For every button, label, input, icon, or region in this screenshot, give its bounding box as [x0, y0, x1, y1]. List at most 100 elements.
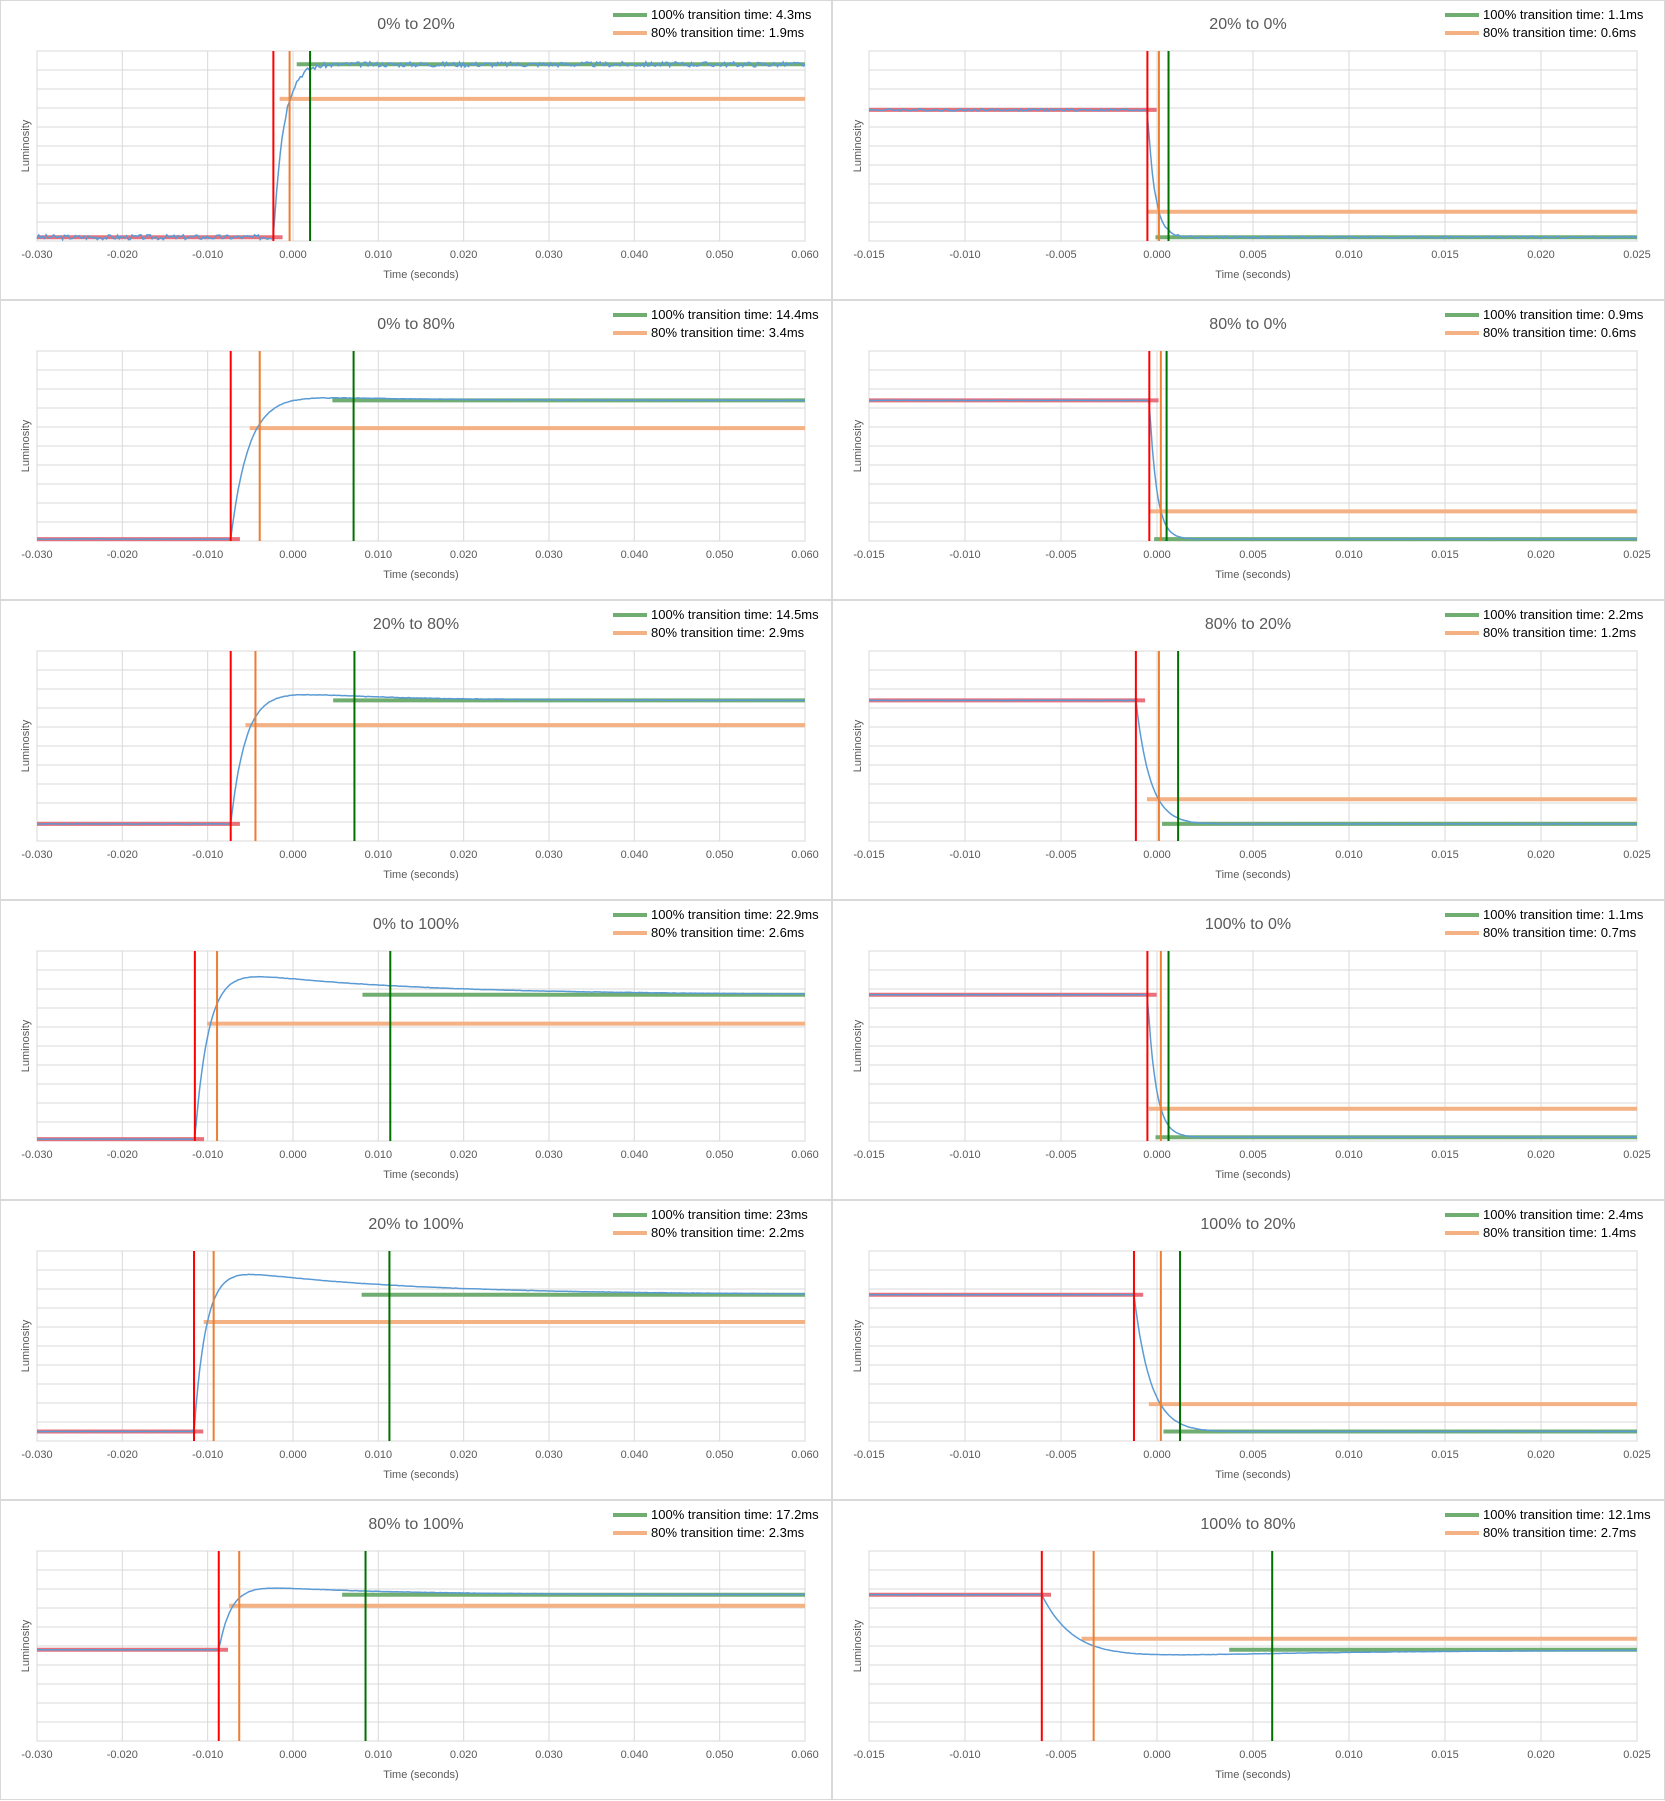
legend-100-label: 100% transition time: 14.5ms [651, 607, 819, 622]
y-axis-label: Luminosity [20, 719, 32, 772]
chart-svg: 0% to 80% 100% transition time: 14.4ms 80%… [20, 307, 819, 581]
y-axis-label: Luminosity [852, 119, 864, 172]
x-tick-label: 0.010 [365, 1449, 393, 1461]
x-tick-label: 0.040 [621, 1749, 649, 1761]
x-tick-label: 0.020 [450, 1149, 478, 1161]
x-tick-label: -0.010 [949, 549, 980, 561]
x-tick-label: 0.030 [535, 1149, 563, 1161]
chart-title: 0% to 20% [377, 16, 454, 33]
y-axis-label: Luminosity [852, 419, 864, 472]
x-tick-label: 0.050 [706, 249, 734, 261]
chart-panel: 0% to 80% 100% transition time: 14.4ms 80%… [0, 300, 832, 600]
chart-svg: 80% to 20% 100% transition time: 2.2ms 80%… [852, 607, 1651, 881]
luminosity-trace [36, 1273, 806, 1433]
x-tick-label: 0.005 [1239, 249, 1267, 261]
x-tick-label: 0.020 [450, 849, 478, 861]
x-tick-label: -0.005 [1045, 849, 1076, 861]
x-tick-label: 0.000 [279, 849, 307, 861]
luminosity-trace [868, 699, 1638, 825]
legend-80-label: 80% transition time: 2.7ms [1483, 1525, 1637, 1540]
x-tick-label: 0.000 [1143, 1149, 1171, 1161]
x-tick-label: 0.040 [621, 249, 649, 261]
x-tick-label: 0.050 [706, 1749, 734, 1761]
x-tick-label: 0.010 [1335, 1749, 1363, 1761]
chart-svg: 80% to 100% 100% transition time: 17.2ms 8… [20, 1507, 819, 1781]
x-tick-label: -0.010 [192, 1749, 223, 1761]
legend-100-label: 100% transition time: 1.1ms [1483, 7, 1644, 22]
y-axis-label: Luminosity [852, 719, 864, 772]
x-tick-label: -0.010 [192, 849, 223, 861]
chart-title: 0% to 100% [373, 916, 459, 933]
x-tick-label: -0.030 [21, 1149, 52, 1161]
x-tick-label: -0.030 [21, 849, 52, 861]
chart-svg: 20% to 0% 100% transition time: 1.1ms 80% … [852, 7, 1651, 281]
x-tick-label: 0.060 [791, 1149, 819, 1161]
x-tick-label: 0.005 [1239, 1749, 1267, 1761]
legend-100-label: 100% transition time: 2.2ms [1483, 607, 1644, 622]
chart-panel: 100% to 0% 100% transition time: 1.1ms 80%… [832, 900, 1665, 1200]
x-tick-label: -0.030 [21, 1749, 52, 1761]
x-tick-label: 0.040 [621, 849, 649, 861]
luminosity-trace [868, 1593, 1638, 1656]
legend-100-label: 100% transition time: 1.1ms [1483, 907, 1644, 922]
legend-80-label: 80% transition time: 2.6ms [651, 925, 805, 940]
x-tick-label: 0.010 [1335, 1449, 1363, 1461]
x-tick-label: 0.015 [1431, 849, 1459, 861]
x-tick-label: 0.000 [1143, 1749, 1171, 1761]
chart-title: 100% to 0% [1205, 916, 1291, 933]
x-tick-label: 0.060 [791, 1449, 819, 1461]
x-tick-label: 0.030 [535, 549, 563, 561]
legend-80-label: 80% transition time: 0.7ms [1483, 925, 1637, 940]
x-tick-label: 0.005 [1239, 1149, 1267, 1161]
x-axis-label: Time (seconds) [1215, 1169, 1290, 1181]
x-tick-label: 0.010 [365, 549, 393, 561]
x-axis-label: Time (seconds) [383, 269, 458, 281]
x-tick-label: 0.015 [1431, 249, 1459, 261]
x-tick-label: 0.040 [621, 1449, 649, 1461]
chart-svg: 100% to 20% 100% transition time: 2.4ms 80… [852, 1207, 1651, 1481]
x-tick-label: 0.025 [1623, 549, 1651, 561]
legend-100-label: 100% transition time: 4.3ms [651, 7, 812, 22]
y-axis-label: Luminosity [20, 1619, 32, 1672]
x-tick-label: 0.060 [791, 549, 819, 561]
x-tick-label: 0.060 [791, 849, 819, 861]
x-axis-label: Time (seconds) [1215, 269, 1290, 281]
x-tick-label: -0.010 [192, 1149, 223, 1161]
x-axis-label: Time (seconds) [383, 869, 458, 881]
x-tick-label: 0.010 [1335, 849, 1363, 861]
x-tick-label: 0.050 [706, 849, 734, 861]
chart-panel: 80% to 20% 100% transition time: 2.2ms 80%… [832, 600, 1665, 900]
x-tick-label: 0.000 [279, 549, 307, 561]
x-tick-label: 0.030 [535, 249, 563, 261]
x-tick-label: -0.015 [853, 1149, 884, 1161]
x-tick-label: 0.005 [1239, 1449, 1267, 1461]
legend-80-label: 80% transition time: 2.9ms [651, 625, 805, 640]
x-tick-label: -0.020 [107, 1449, 138, 1461]
x-tick-label: 0.020 [1527, 249, 1555, 261]
x-tick-label: 0.030 [535, 1449, 563, 1461]
x-tick-label: 0.000 [279, 1749, 307, 1761]
chart-svg: 0% to 100% 100% transition time: 22.9ms 80… [20, 907, 819, 1181]
x-tick-label: 0.010 [365, 1749, 393, 1761]
x-tick-label: 0.010 [365, 249, 393, 261]
x-tick-label: 0.025 [1623, 1149, 1651, 1161]
chart-title: 80% to 20% [1205, 616, 1291, 633]
x-tick-label: 0.020 [1527, 549, 1555, 561]
x-tick-label: -0.015 [853, 1449, 884, 1461]
chart-panel: 100% to 20% 100% transition time: 2.4ms 80… [832, 1200, 1665, 1500]
x-tick-label: 0.040 [621, 549, 649, 561]
x-tick-label: 0.015 [1431, 549, 1459, 561]
x-tick-label: 0.020 [1527, 1149, 1555, 1161]
chart-title: 80% to 0% [1209, 316, 1286, 333]
y-axis-label: Luminosity [20, 419, 32, 472]
x-tick-label: -0.005 [1045, 1149, 1076, 1161]
luminosity-trace [36, 1587, 805, 1651]
chart-title: 0% to 80% [377, 316, 454, 333]
x-tick-label: -0.005 [1045, 1749, 1076, 1761]
chart-svg: 20% to 80% 100% transition time: 14.5ms 80… [20, 607, 819, 881]
x-tick-label: -0.010 [192, 1449, 223, 1461]
x-tick-label: -0.030 [21, 1449, 52, 1461]
luminosity-trace [36, 59, 806, 242]
x-tick-label: 0.005 [1239, 549, 1267, 561]
legend-100-label: 100% transition time: 12.1ms [1483, 1507, 1651, 1522]
